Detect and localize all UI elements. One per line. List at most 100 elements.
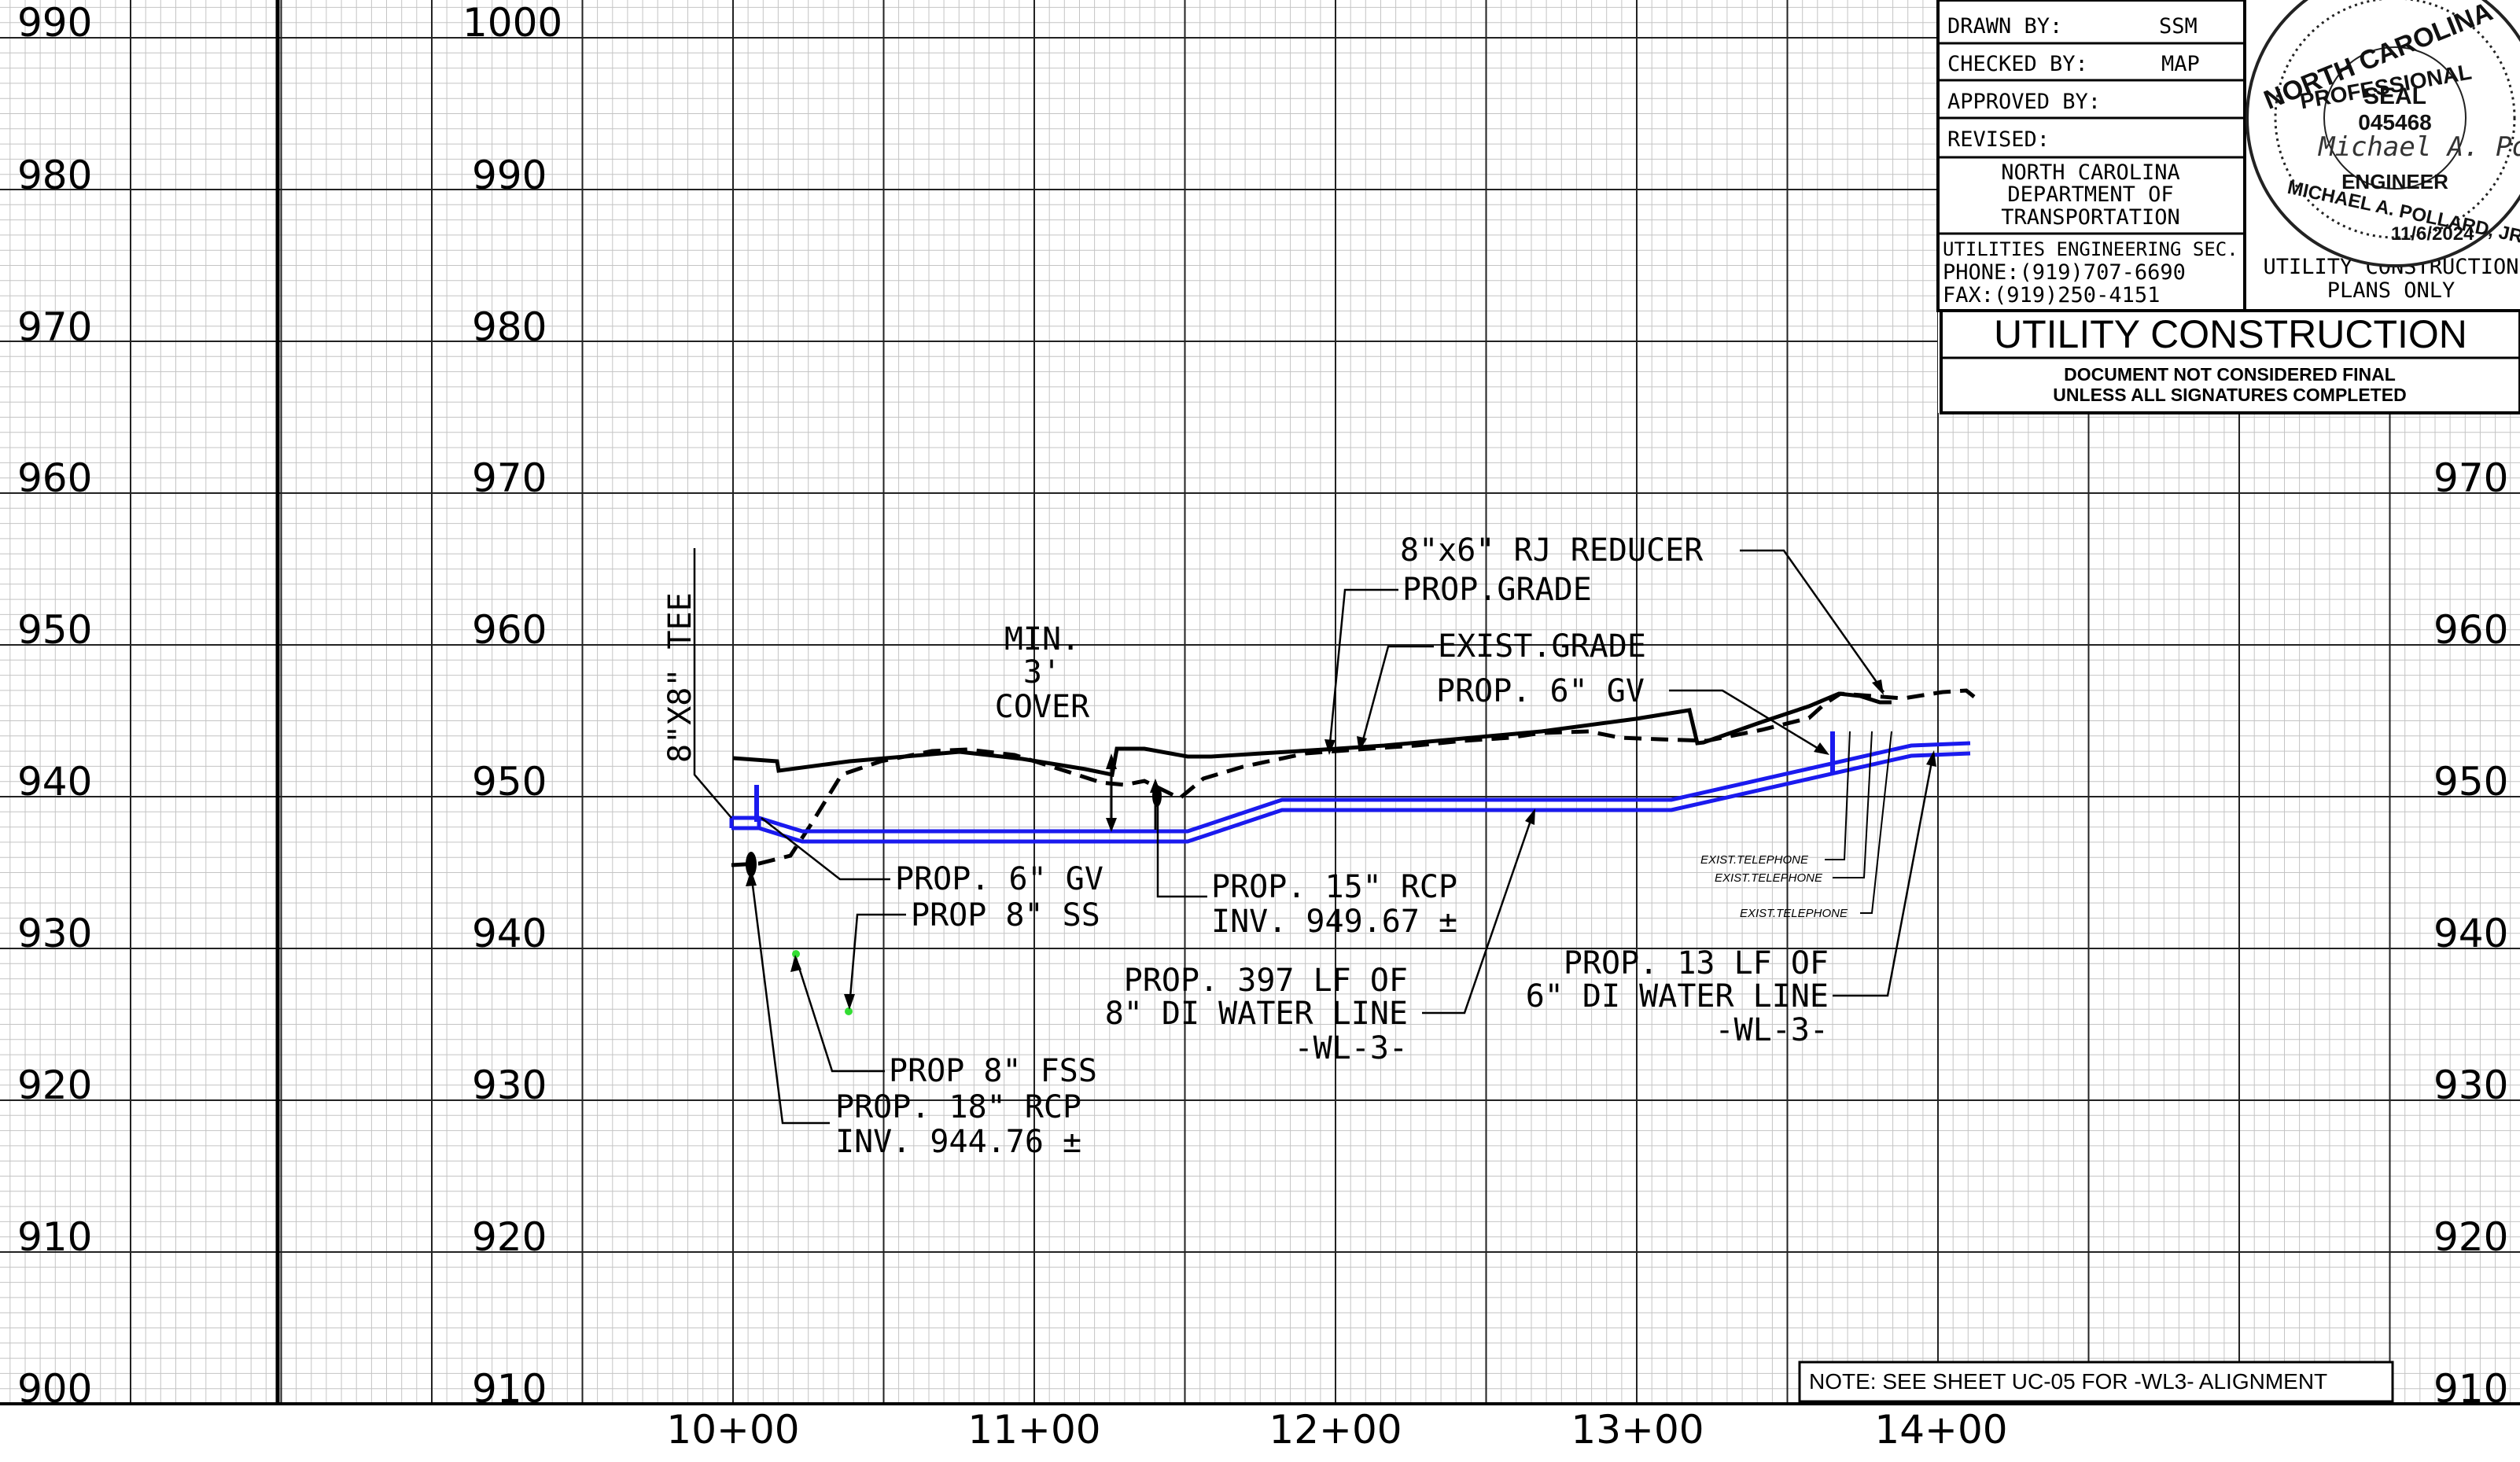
seal-engineer: ENGINEER: [2341, 170, 2448, 193]
prop-grade-label: PROP.GRADE: [1402, 572, 1592, 608]
checked-by-value: MAP: [2161, 52, 2200, 76]
exist-telephone-label: EXIST.TELEPHONE: [1715, 871, 1823, 885]
seal-date: 11/6/2024: [2391, 223, 2474, 245]
arrowhead: [1324, 739, 1336, 755]
left-elev-label: 940: [17, 759, 92, 805]
prop-8-ss-label: PROP 8" SS: [911, 897, 1100, 934]
right-elev-label: 950: [2433, 759, 2508, 805]
middle-elevation-axis: 1000 990 980 970 960 950 940 930 920 910: [462, 0, 562, 1412]
right-elev-label: 970: [2433, 455, 2508, 501]
exist-telephone-label: EXIST.TELEPHONE: [1740, 907, 1848, 920]
checked-by-label: CHECKED BY:: [1947, 52, 2088, 76]
min-cover-callout: MIN. 3' COVER: [995, 621, 1161, 832]
wl397-label: PROP. 397 LF OF: [1124, 963, 1408, 999]
arrowhead: [1357, 736, 1367, 752]
existing-grade-line: [731, 688, 1976, 867]
middle-elev-label: 920: [472, 1214, 547, 1260]
note-box: [1798, 1361, 2394, 1403]
prop-15-rcp-inv: INV. 949.67 ±: [1211, 904, 1457, 940]
wl13-label: 6" DI WATER LINE: [1526, 978, 1829, 1015]
revised-label: REVISED:: [1947, 127, 2050, 152]
wl13-label: -WL-3-: [1715, 1012, 1829, 1048]
drawn-by-value: SSM: [2159, 14, 2198, 39]
fss-marker: [792, 950, 800, 958]
right-elev-label: 930: [2433, 1062, 2508, 1108]
middle-elev-label: 930: [472, 1062, 547, 1108]
agency-line: NORTH CAROLINA: [2001, 160, 2180, 185]
contact-line: UTILITIES ENGINEERING SEC.: [1943, 238, 2238, 260]
seal-word: SEAL: [2363, 83, 2426, 109]
prop-15-rcp-label: PROP. 15" RCP: [1211, 869, 1457, 905]
prop-6-gv-right-label: PROP. 6" GV: [1436, 673, 1645, 709]
min-cover-text: 3': [1023, 654, 1061, 690]
right-elev-label: 910: [2433, 1366, 2508, 1412]
min-cover-text: MIN.: [1004, 621, 1080, 657]
rj-reducer-label: 8"x6" RJ REDUCER: [1400, 532, 1704, 569]
left-elev-label: 930: [17, 911, 92, 956]
contact-line: FAX:(919)250-4151: [1943, 283, 2160, 307]
left-elev-label: 920: [17, 1062, 92, 1108]
left-elevation-axis: 990 980 970 960 950 940 930 920 910 900: [17, 0, 92, 1412]
agency-line: DEPARTMENT OF: [2007, 182, 2173, 207]
tee-label: 8"X8" TEE: [662, 592, 698, 763]
arrowhead: [1872, 679, 1884, 695]
station-label: 13+00: [1571, 1407, 1704, 1453]
prop-grade-leader: [1328, 588, 1398, 752]
contact-line: PHONE:(919)707-6690: [1943, 260, 2186, 285]
arrowhead: [1814, 742, 1829, 755]
middle-elev-label: 980: [472, 304, 547, 350]
wl13-leader: [1833, 753, 1935, 997]
min-cover-text: COVER: [995, 689, 1090, 725]
middle-elev-label: 1000: [462, 0, 562, 46]
wl397-label: 8" DI WATER LINE: [1105, 996, 1408, 1032]
left-elev-label: 990: [17, 0, 92, 46]
wl13-label: PROP. 13 LF OF: [1564, 945, 1829, 981]
middle-elev-label: 960: [472, 607, 547, 653]
proposed-grade-line: [732, 691, 1892, 777]
disclaimer-line: DOCUMENT NOT CONSIDERED FINAL: [2064, 364, 2396, 385]
tee-leader: [693, 548, 732, 819]
arrowhead: [746, 870, 757, 886]
ss-leader: [848, 913, 906, 1007]
wl397-label: -WL-3-: [1295, 1030, 1409, 1066]
station-label: 10+00: [666, 1407, 799, 1453]
prop-18-rcp-label: PROP. 18" RCP: [835, 1089, 1081, 1125]
fss-leader: [794, 957, 885, 1073]
middle-elev-label: 970: [472, 455, 547, 501]
left-elev-label: 950: [17, 607, 92, 653]
right-elevation-axis: 970 960 950 940 930 920 910: [2433, 455, 2508, 1412]
drawing-title: UTILITY CONSTRUCTION: [1994, 312, 2467, 356]
ss-marker: [845, 1007, 853, 1015]
plans-only-line: PLANS ONLY: [2327, 278, 2456, 303]
engineer-seal: NORTH CAROLINA PROFESSIONAL SEAL 045468 …: [2246, 0, 2520, 267]
left-elev-label: 970: [17, 304, 92, 350]
arrowhead: [844, 994, 855, 1010]
left-elev-label: 960: [17, 455, 92, 501]
arrowhead: [1926, 750, 1936, 767]
agency-line: TRANSPORTATION: [2001, 205, 2180, 230]
gv-left-leader: [761, 817, 890, 881]
exist-telephone-callouts: EXIST.TELEPHONE EXIST.TELEPHONE EXIST.TE…: [1700, 731, 1892, 920]
drawn-by-label: DRAWN BY:: [1947, 14, 2062, 39]
rcp15-leader: [1156, 804, 1207, 898]
middle-elev-label: 910: [472, 1366, 547, 1412]
major-grid: [0, 0, 2520, 1404]
exist-grade-leader: [1359, 645, 1434, 749]
rj-reducer-leader: [1740, 549, 1885, 693]
arrowhead: [1525, 808, 1535, 825]
right-elev-label: 940: [2433, 911, 2508, 956]
rcp18-leader: [750, 872, 830, 1125]
minor-grid: [0, 0, 2520, 1404]
exist-telephone-label: EXIST.TELEPHONE: [1700, 853, 1809, 867]
right-elev-label: 960: [2433, 607, 2508, 653]
prop-8-fss-label: PROP 8" FSS: [889, 1053, 1097, 1089]
station-axis: 10+00 11+00 12+00 13+00 14+00: [666, 1407, 2007, 1453]
left-elev-label: 900: [17, 1366, 92, 1412]
prop-6-gv-left-label: PROP. 6" GV: [895, 861, 1103, 897]
station-label: 11+00: [967, 1407, 1100, 1453]
gv-right-leader: [1669, 689, 1827, 755]
wl397-leader: [1422, 811, 1535, 1015]
seal-signature: Michael A. Pollard: [2318, 131, 2520, 163]
middle-elev-label: 940: [472, 911, 547, 956]
